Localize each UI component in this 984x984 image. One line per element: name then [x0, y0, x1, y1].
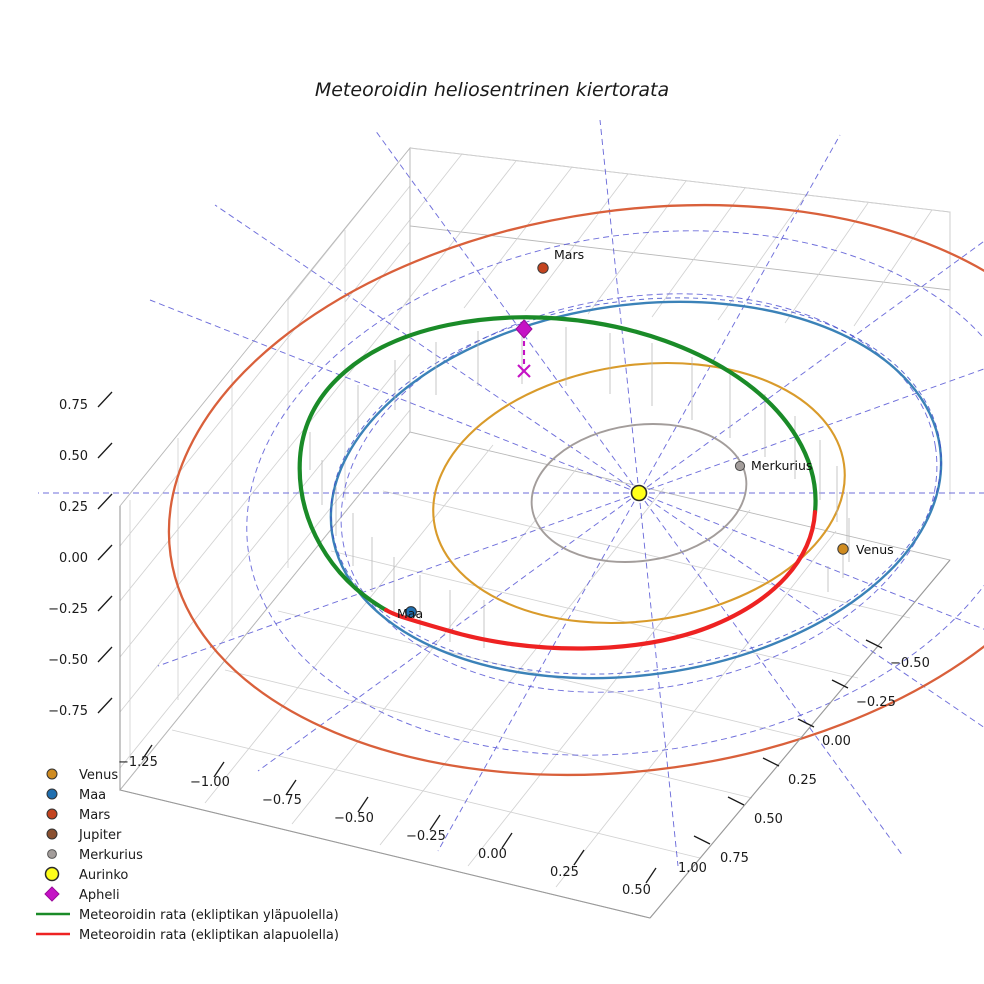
z-tick: 0.50	[59, 449, 88, 464]
legend-label: Aurinko	[79, 868, 128, 883]
z-tick: −0.75	[48, 704, 88, 719]
orbit-mars	[167, 203, 984, 777]
legend-item-maa[interactable]: Maa	[46, 788, 106, 803]
mars-dot-icon	[46, 808, 58, 820]
z-tick: −0.50	[48, 653, 88, 668]
x-axis-tick-labels: −1.25 −1.00 −0.75 −0.50 −0.25 0.00 0.25 …	[118, 755, 707, 898]
legend-item-apheli[interactable]: Apheli	[44, 886, 120, 903]
legend-item-merkurius[interactable]: Merkurius	[47, 848, 144, 863]
y-tick: 0.25	[788, 773, 817, 788]
meteoroid-projection-stems	[309, 326, 850, 648]
planet-orbits	[167, 203, 984, 777]
z-tick: 0.75	[59, 398, 88, 413]
legend-item-jupiter[interactable]: Jupiter	[46, 828, 122, 843]
legend-label: Jupiter	[78, 828, 122, 843]
z-tick: 0.25	[59, 500, 88, 515]
legend-label: Merkurius	[79, 848, 143, 863]
maa-dot-icon	[46, 788, 58, 800]
x-tick: −0.25	[406, 829, 446, 844]
x-tick: 1.00	[678, 861, 707, 876]
orbit-venus	[432, 361, 846, 625]
aphelion-projection-x-icon	[517, 364, 531, 378]
orbit-maa-dash	[330, 297, 942, 675]
mars-label: Mars	[554, 247, 584, 262]
maa-label: Maa	[397, 606, 423, 621]
marker-apheli[interactable]	[515, 319, 533, 339]
z-tick: −0.25	[48, 602, 88, 617]
meteoroid-orbit-above-ecliptic	[297, 315, 818, 613]
apheli-diamond-icon	[44, 886, 60, 902]
x-tick: 0.25	[550, 865, 579, 880]
axis-lines	[119, 506, 951, 919]
legend-label: Mars	[79, 808, 111, 823]
x-tick: −1.00	[190, 775, 230, 790]
marker-aurinko[interactable]	[630, 484, 648, 502]
legend-item-venus[interactable]: Venus	[46, 768, 118, 783]
jupiter-dot-icon	[46, 828, 58, 840]
x-tick: 0.00	[478, 847, 507, 862]
merkurius-label: Merkurius	[751, 458, 812, 473]
legend-item-aurinko[interactable]: Aurinko	[44, 866, 129, 884]
orbit-merkurius	[530, 423, 748, 563]
marker-maa[interactable]	[405, 606, 417, 618]
z-axis-tick-labels: 0.75 0.50 0.25 0.00 −0.25 −0.50 −0.75	[48, 398, 88, 719]
legend: Venus Maa Mars Jupiter Merkurius Aurinko	[36, 768, 339, 943]
y-tick: −0.25	[856, 695, 896, 710]
aphelion-group[interactable]	[515, 319, 533, 378]
legend-item-meteoroid-below[interactable]: Meteoroidin rata (ekliptikan alapuolella…	[36, 928, 339, 943]
x-tick: −0.50	[334, 811, 374, 826]
y-axis-tick-labels: −0.50 −0.25 0.00 0.25 0.50 0.75	[720, 656, 930, 866]
marker-mars[interactable]	[537, 262, 549, 274]
venus-dot-icon	[46, 768, 58, 780]
legend-label: Apheli	[79, 888, 120, 903]
marker-venus[interactable]	[837, 543, 849, 555]
legend-label: Meteoroidin rata (ekliptikan alapuolella…	[79, 928, 339, 943]
z-tick: 0.00	[59, 551, 88, 566]
legend-label: Maa	[79, 788, 106, 803]
y-tick: 0.75	[720, 851, 749, 866]
legend-item-mars[interactable]: Mars	[46, 808, 111, 823]
marker-merkurius[interactable]	[734, 460, 746, 472]
x-tick: −1.25	[118, 755, 158, 770]
x-tick: −0.75	[262, 793, 302, 808]
y-tick: 0.50	[754, 812, 783, 827]
meteoroid-orbit-below-ecliptic	[383, 509, 818, 651]
chart-title: Meteoroidin heliosentrinen kiertorata	[315, 79, 669, 101]
merkurius-dot-icon	[47, 849, 57, 859]
legend-label: Meteoroidin rata (ekliptikan yläpuolella…	[79, 908, 339, 923]
venus-label: Venus	[856, 542, 894, 557]
legend-label: Venus	[79, 768, 118, 783]
y-tick: 0.00	[822, 734, 851, 749]
axis-ticks	[97, 391, 883, 884]
legend-item-meteoroid-above[interactable]: Meteoroidin rata (ekliptikan yläpuolella…	[36, 908, 339, 923]
x-tick: 0.50	[622, 883, 651, 898]
y-tick: −0.50	[890, 656, 930, 671]
aurinko-dot-icon	[44, 866, 60, 882]
